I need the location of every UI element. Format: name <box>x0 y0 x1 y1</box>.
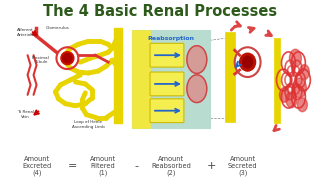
Text: Amount
Excreted
(4): Amount Excreted (4) <box>23 156 52 176</box>
Text: Afferent
Arteriole: Afferent Arteriole <box>17 28 35 37</box>
Bar <box>225 32 235 122</box>
Bar <box>132 30 210 128</box>
Ellipse shape <box>61 52 74 65</box>
Text: To Renal
Vein: To Renal Vein <box>17 110 34 119</box>
Ellipse shape <box>286 92 297 108</box>
FancyBboxPatch shape <box>150 99 184 123</box>
Text: Reabsorption: Reabsorption <box>148 36 195 41</box>
Text: -: - <box>134 161 138 171</box>
Ellipse shape <box>243 56 252 68</box>
Ellipse shape <box>240 53 256 71</box>
Ellipse shape <box>187 75 207 103</box>
Ellipse shape <box>297 98 307 112</box>
Text: The 4 Basic Renal Processes: The 4 Basic Renal Processes <box>43 4 277 19</box>
Text: Glomerulus: Glomerulus <box>45 26 69 30</box>
Bar <box>132 30 150 128</box>
Text: Amount
Reabsorbed
(2): Amount Reabsorbed (2) <box>151 156 191 176</box>
Ellipse shape <box>279 87 289 102</box>
Ellipse shape <box>63 54 72 63</box>
Text: Amount
Filtered
(1): Amount Filtered (1) <box>90 156 116 176</box>
Text: +: + <box>206 161 216 171</box>
Ellipse shape <box>300 65 309 80</box>
Ellipse shape <box>292 78 306 98</box>
Ellipse shape <box>187 46 207 73</box>
Ellipse shape <box>289 49 301 67</box>
FancyBboxPatch shape <box>150 72 184 96</box>
Text: Loop of Henle
Ascending Limb: Loop of Henle Ascending Limb <box>72 120 105 129</box>
Text: =: = <box>68 161 77 171</box>
Bar <box>114 28 122 123</box>
FancyBboxPatch shape <box>150 43 184 67</box>
Bar <box>274 38 280 123</box>
Text: Amount
Secreted
(3): Amount Secreted (3) <box>228 156 258 176</box>
Text: Proximal
Tubule: Proximal Tubule <box>32 56 49 64</box>
